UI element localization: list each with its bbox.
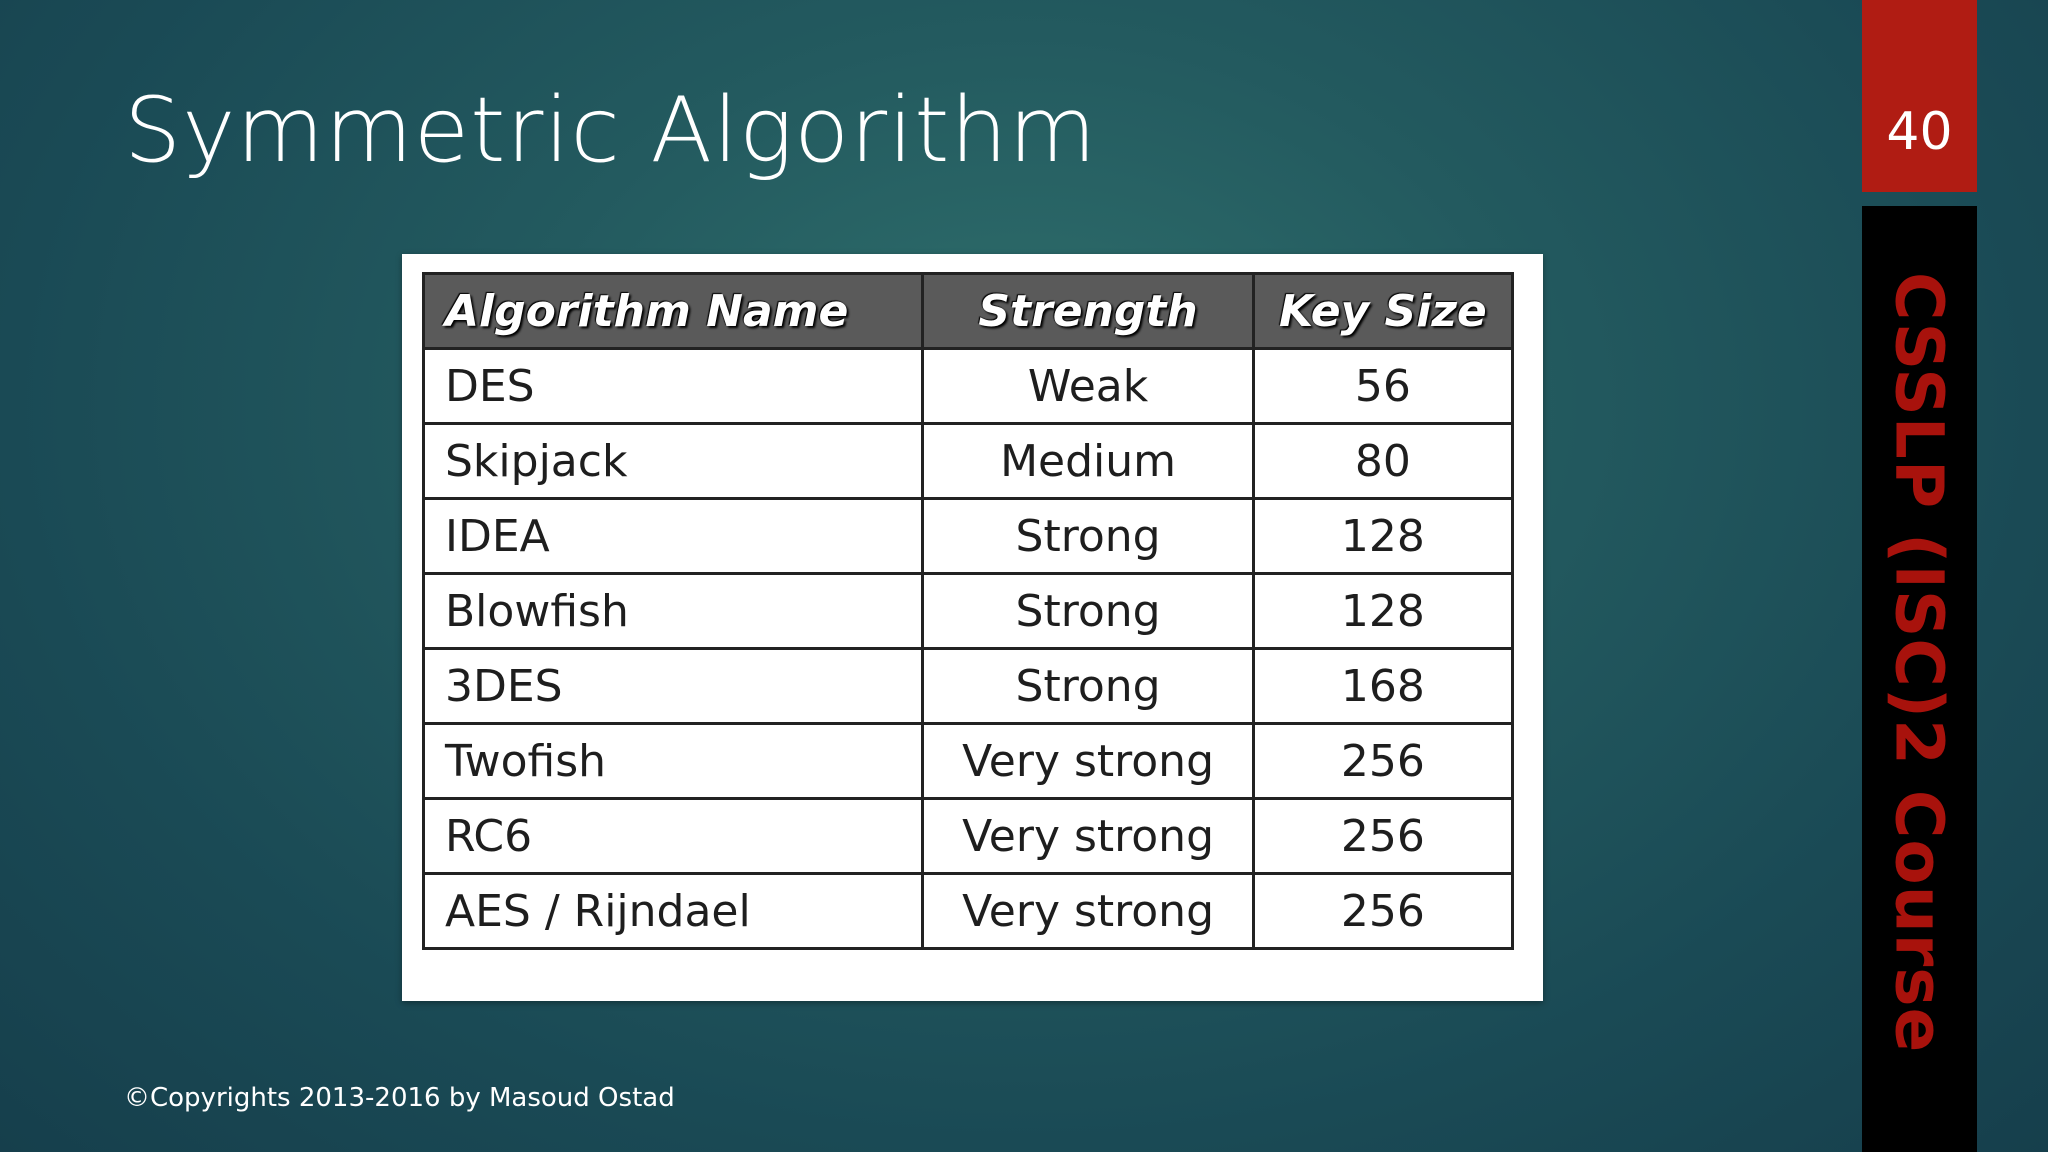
strength-cell: Medium	[921, 422, 1255, 500]
header-algorithm-name: Algorithm Name	[421, 272, 925, 350]
algorithm-name-cell: 3DES	[421, 647, 925, 725]
page-number-box: 40	[1862, 0, 1977, 192]
key-size-cell: 168	[1251, 647, 1515, 725]
side-band: CSSLP (ISC)2 Course	[1862, 206, 1977, 1152]
algorithm-name-cell: Blowfish	[421, 572, 925, 650]
strength-cell: Very strong	[921, 722, 1255, 800]
table-row: Twofish Very strong 256	[421, 722, 1515, 800]
key-size-cell: 56	[1251, 347, 1515, 425]
key-size-cell: 128	[1251, 572, 1515, 650]
table-row: Blowfish Strong 128	[421, 572, 1515, 650]
strength-cell: Strong	[921, 497, 1255, 575]
header-key-size: Key Size	[1251, 272, 1515, 350]
table-row: RC6 Very strong 256	[421, 797, 1515, 875]
table-row: 3DES Strong 168	[421, 647, 1515, 725]
strength-cell: Very strong	[921, 872, 1255, 950]
algorithm-name-cell: Twofish	[421, 722, 925, 800]
algorithm-name-cell: DES	[421, 347, 925, 425]
table-row: Skipjack Medium 80	[421, 422, 1515, 500]
table-card: Algorithm Name Strength Key Size DES Wea…	[402, 254, 1543, 1001]
algorithm-table: Algorithm Name Strength Key Size DES Wea…	[421, 272, 1515, 950]
strength-cell: Very strong	[921, 797, 1255, 875]
table-header-row: Algorithm Name Strength Key Size	[421, 272, 1515, 350]
copyright-notice: ©Copyrights 2013-2016 by Masoud Ostad	[124, 1083, 675, 1113]
strength-cell: Strong	[921, 572, 1255, 650]
table-row: DES Weak 56	[421, 347, 1515, 425]
strength-cell: Strong	[921, 647, 1255, 725]
key-size-cell: 128	[1251, 497, 1515, 575]
page-number: 40	[1886, 102, 1953, 162]
key-size-cell: 80	[1251, 422, 1515, 500]
strength-cell: Weak	[921, 347, 1255, 425]
algorithm-name-cell: IDEA	[421, 497, 925, 575]
key-size-cell: 256	[1251, 872, 1515, 950]
algorithm-name-cell: RC6	[421, 797, 925, 875]
algorithm-name-cell: AES / Rijndael	[421, 872, 925, 950]
slide-title: Symmetric Algorithm	[124, 78, 1098, 183]
key-size-cell: 256	[1251, 797, 1515, 875]
course-label: CSSLP (ISC)2 Course	[1880, 272, 1958, 1054]
algorithm-name-cell: Skipjack	[421, 422, 925, 500]
header-strength: Strength	[921, 272, 1255, 350]
table-row: IDEA Strong 128	[421, 497, 1515, 575]
key-size-cell: 256	[1251, 722, 1515, 800]
table-row: AES / Rijndael Very strong 256	[421, 872, 1515, 950]
